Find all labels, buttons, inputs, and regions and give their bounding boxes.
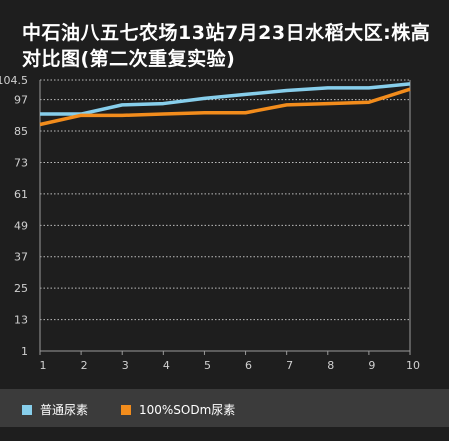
legend-swatch-series-2 xyxy=(121,404,131,415)
legend-label-series-1: 普通尿素 xyxy=(40,403,89,417)
y-tick-label: 85 xyxy=(14,125,28,138)
x-tick-label: 1 xyxy=(40,359,47,372)
series-line-1 xyxy=(40,82,411,116)
y-tick-label: 25 xyxy=(14,282,28,295)
x-tick-label: 8 xyxy=(327,359,334,372)
x-tick-label: 2 xyxy=(81,359,88,372)
legend: 普通尿素 100%SODm尿素 xyxy=(0,389,449,427)
y-tick-label: 104.5 xyxy=(0,74,28,87)
series-lines xyxy=(39,82,411,127)
x-tick-label: 6 xyxy=(245,359,252,372)
y-tick-label: 61 xyxy=(14,188,28,201)
axes xyxy=(39,80,411,355)
chart-title: 中石油八五七农场13站7月23日水稻大区:株高对比图(第二次重复实验) xyxy=(22,22,431,70)
y-tick-label: 97 xyxy=(14,94,28,107)
y-tick-label: 49 xyxy=(14,219,28,232)
y-tick-labels: 104.5 97 85 73 61 49 37 25 13 1 xyxy=(0,74,28,358)
series-line-2 xyxy=(39,87,411,127)
x-tick-label: 3 xyxy=(122,359,129,372)
x-tick-labels: 1 2 3 4 5 6 7 8 9 10 xyxy=(40,359,421,372)
x-tick-label: 10 xyxy=(406,359,420,372)
line-chart: 104.5 97 85 73 61 49 37 25 13 1 1 2 3 4 5 6 7 8 9 10 xyxy=(0,74,421,372)
grid-lines xyxy=(40,79,410,352)
x-tick-label: 9 xyxy=(368,359,375,372)
legend-label-series-2: 100%SODm尿素 xyxy=(139,403,236,417)
y-tick-label: 13 xyxy=(14,314,28,327)
legend-swatch-series-1 xyxy=(22,404,32,415)
y-tick-label: 1 xyxy=(21,345,28,358)
legend-item-series-2[interactable]: 100%SODm尿素 xyxy=(121,401,235,418)
x-tick-label: 4 xyxy=(163,359,170,372)
x-tick-label: 7 xyxy=(286,359,293,372)
legend-item-series-1[interactable]: 普通尿素 xyxy=(22,401,88,418)
y-tick-label: 73 xyxy=(14,156,28,169)
x-tick-label: 5 xyxy=(204,359,211,372)
y-tick-label: 37 xyxy=(14,251,28,264)
